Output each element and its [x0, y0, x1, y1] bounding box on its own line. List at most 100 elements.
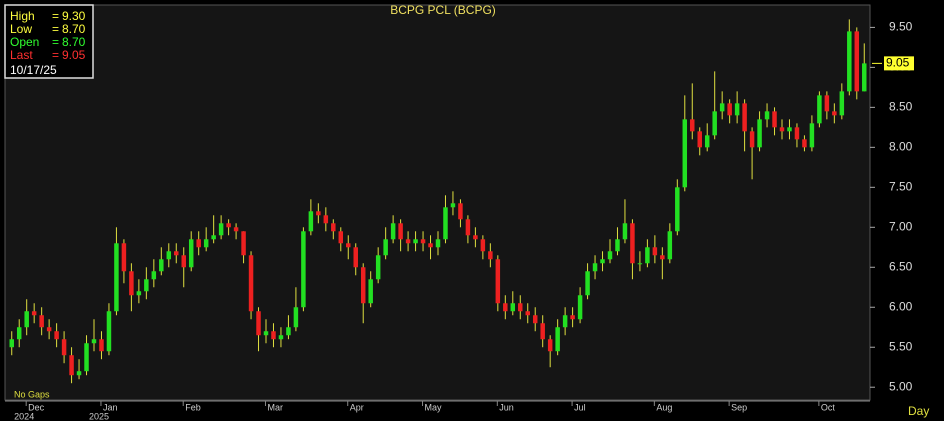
candle-body	[592, 263, 598, 272]
candle-body	[338, 231, 344, 244]
candle-body	[31, 311, 37, 316]
candle-body	[129, 271, 134, 296]
candle-body	[585, 271, 590, 296]
candle-body	[473, 235, 478, 240]
candle-body	[114, 243, 119, 312]
candle-body	[630, 223, 635, 264]
period: Day	[908, 404, 929, 418]
y-tick-label: 7.50	[889, 179, 913, 193]
candle-body	[862, 63, 867, 92]
candle-body	[495, 259, 501, 304]
candle-body	[151, 271, 157, 280]
candle-body	[76, 371, 82, 376]
candle-body	[465, 219, 471, 236]
candle-body	[278, 335, 284, 340]
candle-body	[316, 211, 321, 216]
info-value: 8.70	[62, 22, 86, 36]
candle-body	[271, 331, 276, 340]
candle-body	[435, 239, 441, 248]
candle-body	[203, 239, 209, 248]
info-equals: =	[52, 22, 59, 36]
candle-body	[555, 327, 560, 352]
candle-body	[181, 255, 186, 268]
candle-body	[263, 331, 269, 336]
candle-body	[136, 291, 142, 296]
candle-body	[802, 139, 807, 148]
candle-body	[772, 111, 777, 128]
candle-body	[607, 251, 613, 260]
candle-body	[413, 239, 418, 244]
x-tick-label: Jun	[499, 402, 514, 412]
candle-body	[241, 231, 246, 256]
candle-body	[697, 131, 702, 148]
candle-body	[704, 135, 710, 148]
candle-body	[562, 315, 568, 328]
x-tick-label: Jan	[103, 402, 118, 412]
candle-body	[166, 251, 172, 260]
candle-body	[532, 315, 538, 324]
candle-body	[675, 187, 680, 232]
candle-body	[839, 91, 845, 116]
y-tick-label: 6.00	[889, 299, 913, 313]
candle-body	[9, 339, 14, 348]
info-label: Open	[10, 35, 39, 49]
candle-body	[854, 31, 860, 92]
candle-body	[383, 239, 388, 256]
candle-body	[690, 119, 695, 132]
candle-body	[24, 311, 29, 328]
candle-body	[174, 251, 179, 256]
candle-body	[637, 263, 643, 265]
y-tick-label: 8.00	[889, 139, 913, 153]
y-tick-label: 5.50	[889, 339, 913, 353]
candle-body	[323, 215, 329, 224]
candle-body	[301, 231, 306, 308]
candle-body	[46, 327, 52, 332]
x-tick-label: Feb	[185, 402, 201, 412]
candle-body	[794, 127, 800, 140]
candle-body	[503, 303, 508, 312]
last-price-box	[884, 56, 914, 71]
candle-body	[779, 127, 785, 132]
candle-body	[121, 243, 127, 272]
candle-body	[719, 103, 725, 112]
candle-body	[331, 223, 336, 232]
candle-body	[368, 279, 373, 304]
candle-body	[428, 243, 433, 248]
info-date: 10/17/25	[10, 63, 57, 77]
info-label: Low	[10, 22, 32, 36]
y-tick-label: 5.00	[889, 379, 913, 393]
candle-body	[615, 239, 620, 252]
candle-body	[764, 111, 770, 120]
candle-body	[405, 239, 411, 244]
y-tick-label: 8.50	[889, 100, 913, 114]
candle-body	[84, 343, 89, 372]
x-tick-label: Dec	[28, 402, 45, 412]
y-tick-label: 7.00	[889, 219, 913, 233]
candle-body	[622, 223, 628, 240]
candle-body	[443, 207, 448, 240]
candle-body	[256, 311, 261, 336]
candle-body	[420, 239, 426, 244]
plot-area	[4, 4, 871, 401]
info-label: High	[10, 9, 35, 23]
candle-body	[547, 339, 553, 352]
candle-body	[824, 95, 830, 112]
candle-body	[375, 255, 381, 280]
candle-body	[16, 327, 22, 340]
candle-body	[308, 211, 314, 232]
candle-body	[660, 255, 665, 260]
candle-body	[742, 103, 747, 132]
candle-body	[293, 307, 299, 328]
info-value: 9.30	[62, 9, 86, 23]
candle-body	[54, 331, 59, 340]
candle-body	[577, 295, 583, 320]
candle-body	[757, 119, 762, 148]
candle-body	[91, 339, 97, 344]
candle-body	[682, 119, 688, 188]
candle-body	[248, 255, 254, 312]
candle-body	[286, 327, 291, 336]
candle-body	[218, 223, 224, 236]
x-tick-label: Aug	[656, 402, 672, 412]
y-tick-label: 9.50	[889, 20, 913, 34]
last-price-label: 9.05	[886, 56, 910, 70]
